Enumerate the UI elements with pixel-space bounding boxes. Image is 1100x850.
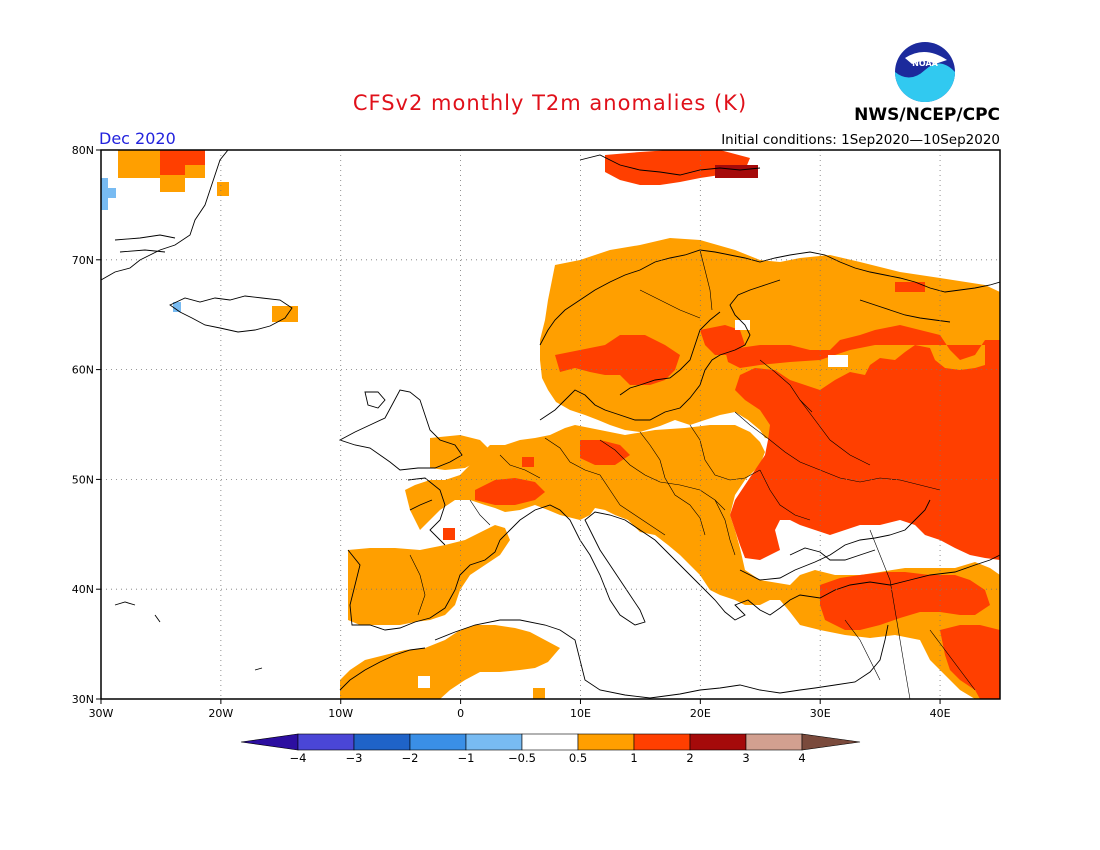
colorbar-box [689,733,747,751]
lon-tick-label: 40E [930,707,951,720]
anomaly-2-3 [715,165,758,178]
anomaly-1-2 [160,150,1000,699]
noaa-logo-text: NOAA [912,59,938,68]
country-borders [409,249,976,699]
map-frame [100,149,1001,700]
organization-label: NWS/NCEP/CPC [854,105,1000,125]
lat-tick-label: 50N [72,473,94,486]
colorbar: −4 −3 −2 −1 −0.5 0.5 1 2 3 4 [240,733,861,765]
colorbar-box [465,733,523,751]
lon-tick-label: 30W [89,707,114,720]
colorbar-label: −0.5 [508,751,536,765]
lat-tick-label: 40N [72,583,94,596]
lon-tick-label: 10E [570,707,591,720]
colorbar-label: 0.5 [569,751,587,765]
lon-tick-label: 20E [690,707,711,720]
longitude-axis: 30W 20W 10W 0 10E 20E 30E 40E [89,699,951,720]
map-title: CFSv2 monthly T2m anomalies (K) [353,91,747,115]
lon-tick-label: 30E [810,707,831,720]
colorbar-box [633,733,691,751]
lat-tick-label: 60N [72,364,94,377]
colorbar-box [745,733,803,751]
colorbar-max-triangle [801,733,861,751]
colorbar-label: 3 [742,751,749,765]
colorbar-label: −2 [402,751,419,765]
map-panel [101,150,1000,699]
latitude-axis: 80N 70N 60N 50N 40N 30N [72,144,101,706]
lat-tick-label: 80N [72,144,94,157]
anomaly-neutral-holes [418,320,848,688]
colorbar-label: 4 [798,751,805,765]
lat-tick-label: 30N [72,693,94,706]
anomaly-neg1-neg05 [101,178,181,312]
forecast-period: Dec 2020 [99,129,176,148]
colorbar-min-triangle [240,733,299,751]
colorbar-label: −3 [346,751,363,765]
anomaly-shading [101,150,1000,699]
lon-tick-label: 0 [457,707,464,720]
colorbar-box [577,733,635,751]
initial-conditions: Initial conditions: 1Sep2020—10Sep2020 [721,132,1000,148]
colorbar-box [409,733,467,751]
colorbar-label: −1 [458,751,475,765]
lat-tick-label: 70N [72,254,94,267]
lon-tick-label: 10W [328,707,353,720]
lon-tick-label: 20W [208,707,233,720]
colorbar-label: 1 [630,751,637,765]
colorbar-label: −4 [290,751,307,765]
colorbar-box [297,733,355,751]
colorbar-box [521,733,579,751]
noaa-logo: NOAA [895,42,955,102]
colorbar-box [353,733,411,751]
colorbar-label: 2 [686,751,693,765]
